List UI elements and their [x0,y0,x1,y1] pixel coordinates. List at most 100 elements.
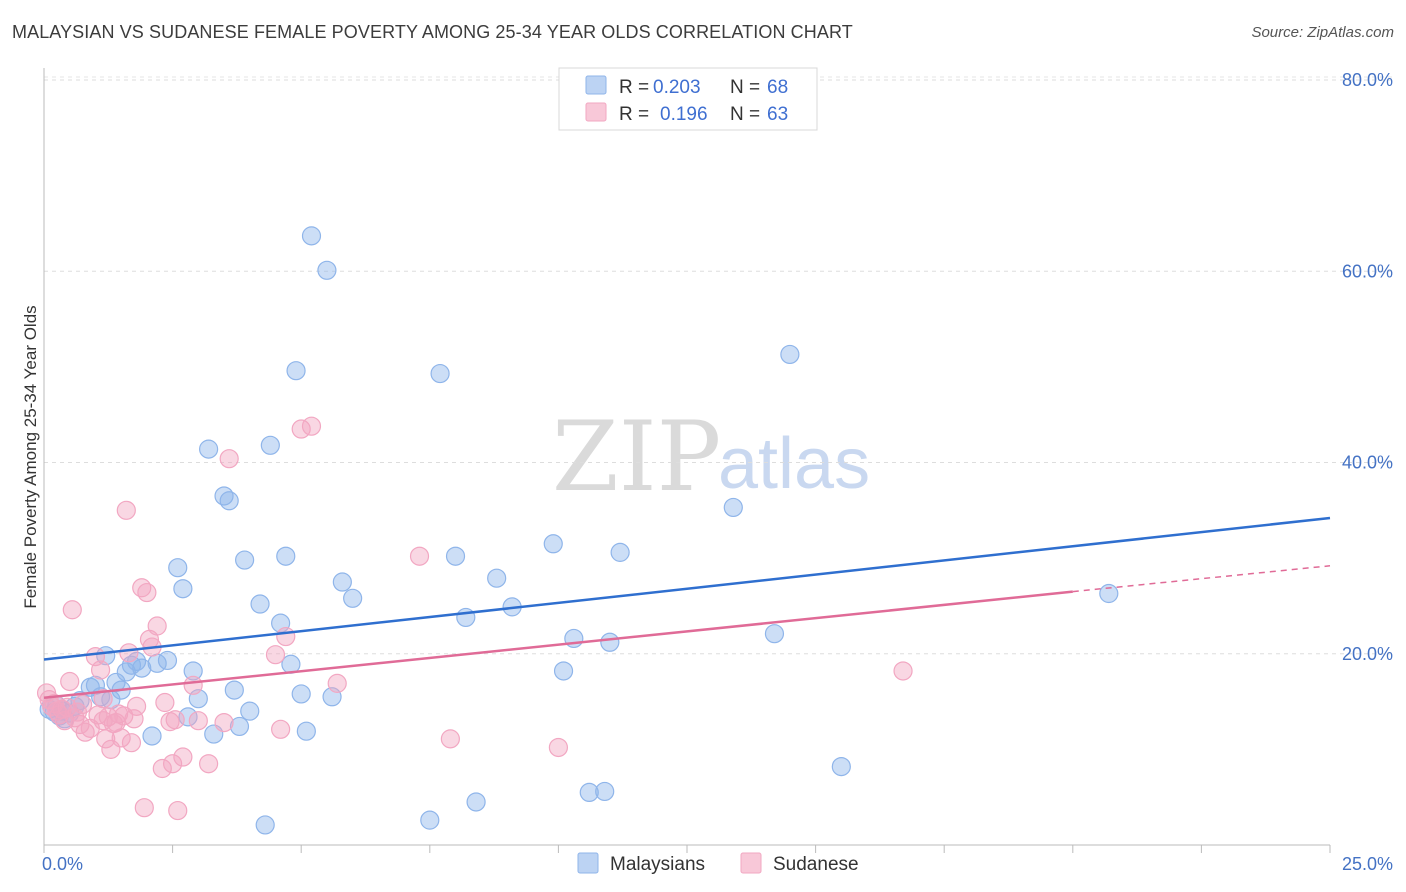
data-point [271,719,291,739]
data-point [276,546,296,566]
data-point [1099,583,1119,604]
data-point [260,435,280,455]
data-point [219,491,239,511]
bottom-legend: Malaysians Sudanese [577,852,859,875]
data-point [57,697,77,717]
legend-r-label-1: R = [619,77,649,98]
data-point [543,534,563,554]
data-point [157,650,178,671]
x-tick-label-max: 25.0% [1342,854,1393,874]
data-point [111,728,131,748]
data-point [121,733,142,753]
data-point [409,546,430,566]
data-point [286,361,306,381]
data-point [67,702,88,722]
legend-r-label-2: R = [619,104,649,125]
data-point [134,798,154,818]
data-point [124,709,144,729]
data-point [548,737,569,758]
data-point [168,558,188,578]
data-point [291,684,311,704]
y-tick-label: 80.0% [1342,70,1393,90]
trend-line-0 [43,516,1331,661]
legend-r-value-2: 0.196 [660,104,708,125]
data-point [147,616,167,636]
data-point [235,550,255,570]
y-tick-label: 20.0% [1342,644,1393,664]
legend: R = 0.203 N = 68 R = 0.196 N = 63 [558,67,818,131]
series-sudanese [36,416,913,821]
data-point [44,693,64,714]
data-point [332,572,352,592]
legend-swatch-sudanese [585,102,607,122]
data-point [265,645,286,665]
data-point [600,632,620,652]
data-point [440,729,460,749]
data-point [224,680,244,700]
data-point [487,568,507,588]
data-point [75,722,95,742]
chart-title: MALAYSIAN VS SUDANESE FEMALE POVERTY AMO… [12,22,853,42]
data-point [62,600,82,620]
data-point [152,758,172,779]
data-point [250,594,270,614]
legend-n-value-1: 68 [767,77,788,98]
data-point [155,692,175,713]
data-point [132,658,152,678]
data-point [301,226,322,246]
data-point [188,711,208,731]
data-point [60,671,80,692]
data-point [595,781,615,802]
data-point [137,582,157,603]
data-point [831,756,851,777]
watermark-atlas: atlas [718,424,870,504]
data-point [327,673,347,693]
data-point [142,726,162,746]
y-tick-labels: 20.0% 40.0% 60.0% 80.0% [1342,70,1393,664]
legend-r-value-1: 0.203 [653,77,701,98]
y-axis-label: Female Poverty Among 25-34 Year Olds [21,305,40,608]
bottom-legend-malaysians: Malaysians [610,854,705,875]
data-point [240,701,260,721]
data-point [199,754,219,774]
x-tick-label-min: 0.0% [42,854,83,874]
bottom-legend-sudanese: Sudanese [773,854,859,875]
data-point [183,661,203,681]
data-point [214,712,234,733]
data-point [579,782,599,803]
data-point [780,344,800,365]
trend-lines [43,516,1331,699]
data-point [430,363,450,384]
data-point [173,747,193,767]
data-point [456,607,476,628]
y-tick-label: 40.0% [1342,453,1393,473]
data-point [764,624,785,644]
data-point [168,800,188,821]
bottom-legend-swatch-sudanese [740,852,762,874]
data-point [163,754,183,774]
legend-n-label-1: N = [730,77,760,98]
data-point [219,449,239,469]
trend-line-1 [43,590,1073,699]
data-point [126,696,147,716]
y-tick-label: 60.0% [1342,261,1393,281]
data-point [119,643,139,663]
data-point [199,439,219,459]
legend-n-label-2: N = [730,104,760,125]
data-point [229,716,250,737]
data-point [183,675,203,695]
data-point [93,711,113,731]
data-point [90,660,111,680]
data-point [610,542,630,562]
data-point [723,497,743,518]
data-point [93,689,113,709]
axes [43,68,1331,853]
data-point [893,661,913,681]
data-point [160,712,180,732]
legend-swatch-malaysians [585,75,607,95]
data-point [255,815,275,835]
series-malaysians [39,226,1119,835]
data-point [420,810,440,830]
bottom-legend-swatch-malaysians [577,852,599,874]
